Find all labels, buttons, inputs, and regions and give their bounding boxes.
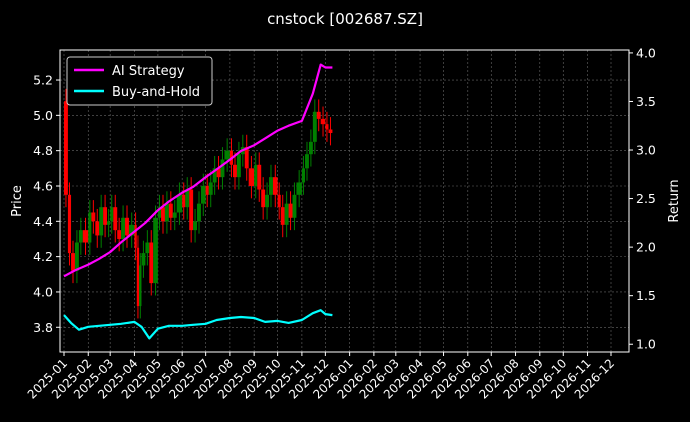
candle-body (153, 218, 158, 283)
candle-body (88, 212, 91, 242)
left-tick-label: 4.4 (33, 214, 53, 229)
legend-label-ai-strategy: AI Strategy (112, 64, 185, 79)
candle-body (182, 195, 185, 207)
right-tick-label: 2.0 (636, 240, 656, 255)
y-axis-label-right: Return (667, 179, 682, 222)
candle-body (221, 159, 225, 177)
left-tick-label: 5.2 (33, 73, 53, 88)
left-tick-label: 3.8 (33, 320, 53, 335)
left-tick-label: 4.0 (33, 284, 53, 299)
candle-body (285, 204, 289, 225)
candle-body (99, 207, 103, 235)
candle-body (245, 147, 249, 168)
candle-body (137, 248, 139, 306)
candle-body (177, 195, 182, 213)
candle-body (117, 230, 121, 239)
candle-body (237, 154, 241, 177)
candle-body (79, 230, 83, 242)
candle-body (107, 221, 110, 225)
candle-body (249, 168, 254, 186)
right-tick-label: 2.5 (636, 191, 656, 206)
candle-body (71, 253, 75, 271)
candle-body (139, 265, 141, 306)
candle-body (293, 195, 297, 218)
candle-body (149, 243, 153, 284)
candle-body (165, 204, 169, 222)
candle-body (289, 204, 293, 218)
candle-body (173, 212, 177, 217)
candle-body (224, 151, 229, 160)
candle-body (254, 165, 257, 186)
right-tick-label: 1.0 (636, 337, 656, 352)
candle-body (91, 212, 95, 221)
candle-body (193, 221, 197, 230)
candle-body (125, 218, 129, 236)
candle-body (68, 195, 71, 253)
candle-body (185, 190, 189, 208)
candle-body (121, 218, 125, 239)
left-tick-label: 5.0 (33, 108, 53, 123)
candle-body (103, 207, 107, 225)
candle-body (145, 243, 149, 254)
left-tick-label: 4.6 (33, 178, 53, 193)
candle-body (201, 186, 206, 204)
candle-body (189, 190, 193, 231)
candle-body (305, 154, 309, 168)
candle-body (209, 182, 213, 194)
candle-body (317, 112, 321, 119)
chart-title: cnstock [002687.SZ] (267, 10, 423, 28)
right-tick-label: 1.5 (636, 288, 656, 303)
candle-body (141, 253, 145, 265)
candle-body (281, 207, 285, 225)
candle-body (329, 129, 333, 133)
candle-body (269, 177, 273, 195)
candle-body (64, 101, 68, 195)
legend-label-buy-and-hold: Buy-and-Hold (112, 85, 200, 100)
candle-body (197, 204, 201, 222)
right-tick-label: 4.0 (636, 45, 656, 60)
candle-body (261, 190, 265, 208)
candle-body (302, 168, 305, 182)
candle-body (273, 177, 278, 195)
candle-body (83, 230, 88, 242)
candle-body (206, 186, 209, 195)
candle-body (113, 207, 117, 230)
candle-body (110, 207, 113, 221)
candle-body (321, 119, 326, 124)
legend: AI Strategy Buy-and-Hold (67, 57, 212, 105)
candle-body (161, 207, 165, 221)
left-tick-label: 4.2 (33, 249, 53, 264)
candle-body (296, 182, 301, 194)
candle-body (169, 204, 173, 218)
candle-body (313, 112, 317, 142)
candle-body (257, 165, 261, 190)
left-tick-label: 4.8 (33, 143, 53, 158)
candle-body (309, 142, 313, 154)
candle-body (233, 165, 237, 177)
right-tick-label: 3.0 (636, 143, 656, 158)
candle-body (278, 195, 281, 207)
right-tick-label: 3.5 (636, 94, 656, 109)
candle-body (265, 195, 269, 207)
candle-body (95, 221, 99, 235)
candle-body (325, 124, 328, 129)
y-axis-label-left: Price (10, 185, 25, 217)
candle-body (75, 243, 79, 271)
candle-body (134, 225, 136, 248)
